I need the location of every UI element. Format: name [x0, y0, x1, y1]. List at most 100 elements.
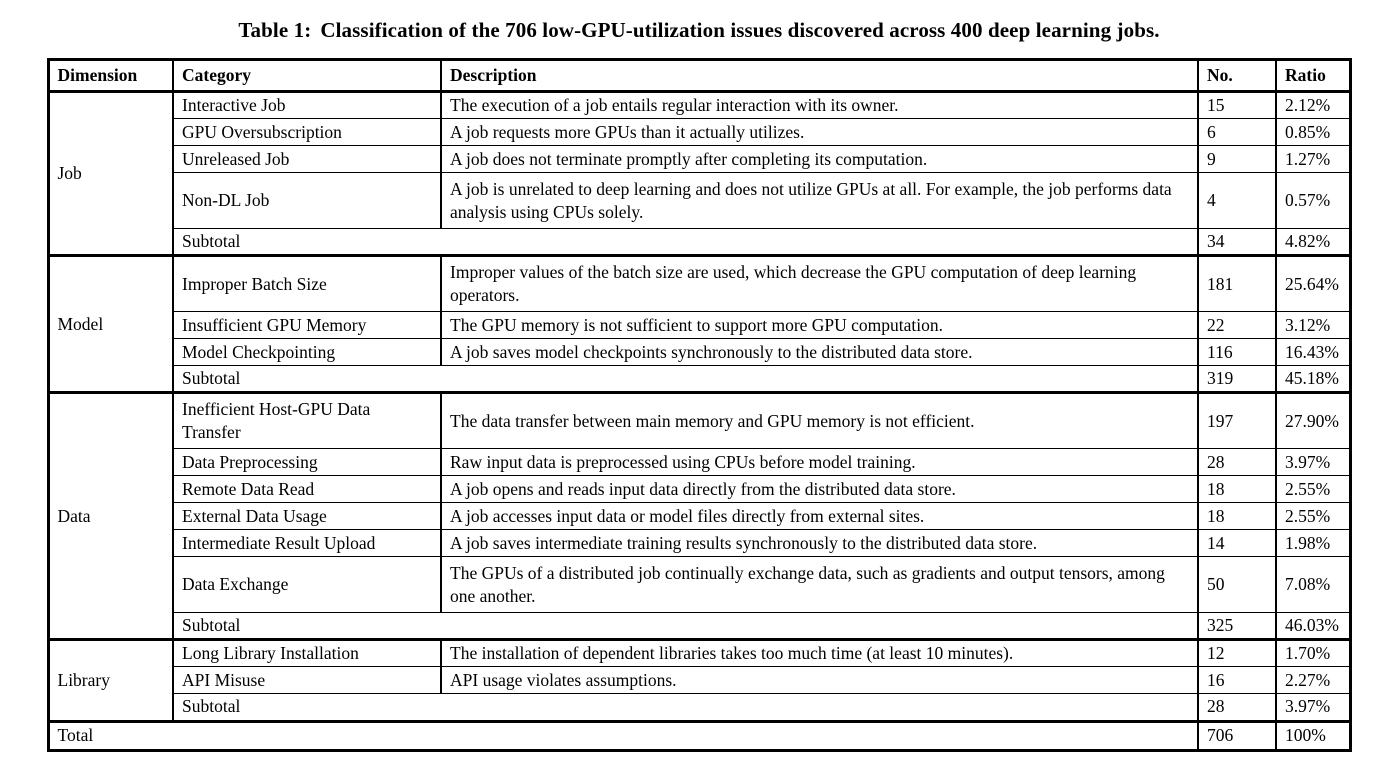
ratio-cell: 2.12% [1275, 90, 1351, 120]
section-data: Data Inefficient Host-GPU Data Transfer … [47, 392, 1351, 642]
table-row: External Data Usage A job accesses input… [48, 502, 1351, 531]
category-cell: Data Exchange [172, 556, 442, 614]
category-cell: Insufficient GPU Memory [172, 311, 442, 340]
count-cell: 9 [1197, 145, 1277, 174]
count-cell: 4 [1197, 172, 1277, 230]
ratio-cell: 46.03% [1275, 612, 1351, 642]
count-cell: 15 [1197, 90, 1277, 120]
header-dimension: Dimension [47, 59, 174, 93]
count-cell: 116 [1197, 338, 1277, 367]
section-total: Total 706 100% [47, 720, 1351, 752]
description-cell: The GPUs of a distributed job continuall… [440, 556, 1199, 614]
category-cell: External Data Usage [172, 502, 442, 531]
header-category: Category [172, 59, 442, 93]
count-cell: 6 [1197, 118, 1277, 147]
header-description: Description [440, 59, 1199, 93]
subtotal-label-cell: Subtotal [172, 365, 1199, 395]
description-cell: A job accesses input data or model files… [440, 502, 1199, 531]
description-cell: A job opens and reads input data directl… [440, 475, 1199, 504]
count-cell: 197 [1197, 392, 1277, 450]
subtotal-row: Subtotal 28 3.97% [48, 693, 1351, 723]
header-row: Dimension Category Description No. Ratio [47, 59, 1351, 93]
ratio-cell: 27.90% [1275, 392, 1351, 450]
ratio-cell: 3.97% [1275, 448, 1351, 477]
description-cell: A job does not terminate promptly after … [440, 145, 1199, 174]
subtotal-label-cell: Subtotal [172, 228, 1199, 258]
count-cell: 12 [1197, 639, 1277, 668]
count-cell: 181 [1197, 255, 1277, 313]
total-row: Total 706 100% [47, 720, 1351, 752]
ratio-cell: 2.55% [1275, 475, 1351, 504]
table-row: Job Interactive Job The execution of a j… [47, 90, 1351, 258]
dimension-cell: Job [47, 90, 174, 258]
category-cell: Non-DL Job [172, 172, 442, 230]
description-cell: A job is unrelated to deep learning and … [440, 172, 1199, 230]
classification-table: Dimension Category Description No. Ratio… [46, 58, 1352, 752]
ratio-cell: 0.57% [1275, 172, 1351, 230]
table-caption-label: Table 1: [238, 18, 312, 42]
ratio-cell: 1.27% [1275, 145, 1351, 174]
category-cell: Intermediate Result Upload [172, 529, 442, 558]
category-cell: Remote Data Read [172, 475, 442, 504]
subtotal-row: Subtotal 325 46.03% [48, 612, 1351, 642]
dimension-cell: Data [47, 392, 174, 642]
table-row: Intermediate Result Upload A job saves i… [48, 529, 1351, 558]
ratio-cell: 100% [1275, 720, 1351, 752]
count-cell: 28 [1197, 448, 1277, 477]
subtotal-label-cell: Subtotal [172, 612, 1199, 642]
table-row: Remote Data Read A job opens and reads i… [48, 475, 1351, 504]
category-cell: Improper Batch Size [172, 255, 442, 313]
ratio-cell: 1.98% [1275, 529, 1351, 558]
section-job: Job Interactive Job The execution of a j… [47, 90, 1351, 258]
description-cell: API usage violates assumptions. [440, 666, 1199, 695]
ratio-cell: 3.12% [1275, 311, 1351, 340]
ratio-cell: 2.55% [1275, 502, 1351, 531]
description-cell: The execution of a job entails regular i… [440, 90, 1199, 120]
count-cell: 319 [1197, 365, 1277, 395]
count-cell: 14 [1197, 529, 1277, 558]
description-cell: The data transfer between main memory an… [440, 392, 1199, 450]
subtotal-row: Subtotal 34 4.82% [48, 228, 1351, 258]
section-model: Model Improper Batch Size Improper value… [47, 255, 1351, 395]
description-cell: Improper values of the batch size are us… [440, 255, 1199, 313]
table-row: Library Long Library Installation The in… [47, 639, 1351, 723]
category-cell: Data Preprocessing [172, 448, 442, 477]
description-cell: The installation of dependent libraries … [440, 639, 1199, 668]
header-ratio: Ratio [1275, 59, 1351, 93]
header-no: No. [1197, 59, 1277, 93]
section-library: Library Long Library Installation The in… [47, 639, 1351, 723]
count-cell: 18 [1197, 475, 1277, 504]
ratio-cell: 25.64% [1275, 255, 1351, 313]
table-row: Model Improper Batch Size Improper value… [47, 255, 1351, 395]
count-cell: 22 [1197, 311, 1277, 340]
count-cell: 50 [1197, 556, 1277, 614]
table-row: API Misuse API usage violates assumption… [48, 666, 1351, 695]
category-cell: Inefficient Host-GPU Data Transfer [172, 392, 442, 450]
table-row: Data Preprocessing Raw input data is pre… [48, 448, 1351, 477]
category-cell: Unreleased Job [172, 145, 442, 174]
table-row: Data Exchange The GPUs of a distributed … [48, 556, 1351, 614]
table-caption-text: Classification of the 706 low-GPU-utiliz… [320, 18, 1160, 42]
count-cell: 16 [1197, 666, 1277, 695]
table-row: Insufficient GPU Memory The GPU memory i… [48, 311, 1351, 340]
table-row: Non-DL Job A job is unrelated to deep le… [48, 172, 1351, 230]
table-row: Data Inefficient Host-GPU Data Transfer … [47, 392, 1351, 642]
category-cell: Interactive Job [172, 90, 442, 120]
count-cell: 34 [1197, 228, 1277, 258]
ratio-cell: 0.85% [1275, 118, 1351, 147]
description-cell: The GPU memory is not sufficient to supp… [440, 311, 1199, 340]
description-cell: A job saves intermediate training result… [440, 529, 1199, 558]
dimension-cell: Library [47, 639, 174, 723]
dimension-cell: Model [47, 255, 174, 395]
ratio-cell: 7.08% [1275, 556, 1351, 614]
ratio-cell: 3.97% [1275, 693, 1351, 723]
table-row: GPU Oversubscription A job requests more… [48, 118, 1351, 147]
ratio-cell: 1.70% [1275, 639, 1351, 668]
count-cell: 18 [1197, 502, 1277, 531]
table-caption: Table 1: Classification of the 706 low-GP… [0, 18, 1398, 43]
count-cell: 28 [1197, 693, 1277, 723]
total-label-cell: Total [47, 720, 1199, 752]
table-row: Model Checkpointing A job saves model ch… [48, 338, 1351, 367]
ratio-cell: 45.18% [1275, 365, 1351, 395]
